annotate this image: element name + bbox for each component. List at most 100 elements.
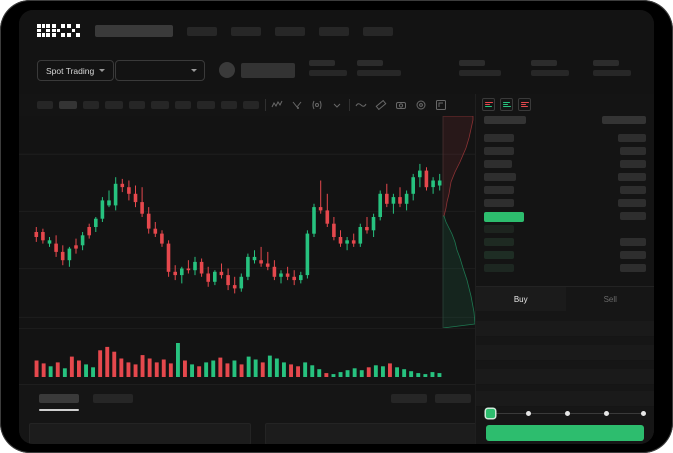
orderbook-row-bid[interactable]	[476, 223, 654, 236]
interval-3[interactable]	[83, 101, 99, 109]
trade-field-price[interactable]	[476, 321, 654, 337]
stat-high	[357, 60, 401, 76]
candlestick-chart[interactable]	[19, 116, 475, 328]
ruler-icon[interactable]	[375, 99, 387, 111]
orderbook-row-ask[interactable]	[476, 145, 654, 158]
pair-select[interactable]	[115, 60, 205, 81]
chevron-down-icon	[99, 69, 106, 72]
volume-chart[interactable]	[19, 328, 475, 385]
orderbook-price-cell	[484, 251, 514, 259]
bottom-tab-positions[interactable]	[93, 394, 133, 403]
buy-sell-tabs: Buy Sell	[476, 287, 654, 311]
trade-field-extra[interactable]	[476, 391, 654, 407]
tab-sell[interactable]: Sell	[603, 294, 617, 304]
interval-10[interactable]	[243, 101, 259, 109]
slider-stop-75[interactable]	[604, 411, 609, 416]
orderbook-row-bid[interactable]	[476, 236, 654, 249]
stat-change	[309, 60, 347, 76]
active-tab-underline	[39, 409, 79, 411]
okx-logo[interactable]	[37, 24, 81, 37]
chevron-down-icon	[191, 69, 197, 72]
interval-4[interactable]	[105, 101, 123, 109]
trade-field-total[interactable]	[476, 369, 654, 385]
logo-glyph-k	[52, 24, 65, 37]
nav-item-2[interactable]	[231, 27, 261, 36]
toolbar-divider	[265, 99, 266, 111]
brackets-icon[interactable]	[311, 99, 323, 111]
orderbook-price-cell	[484, 264, 514, 272]
orderbook-row-last-price[interactable]	[476, 210, 654, 223]
slider-stop-100[interactable]	[641, 411, 646, 416]
slider-stop-50[interactable]	[565, 411, 570, 416]
orderbook-row-ask[interactable]	[476, 184, 654, 197]
search-input[interactable]	[95, 25, 173, 37]
orders-panel	[19, 384, 479, 444]
orderbook-price-cell	[484, 134, 514, 142]
nav-item-1[interactable]	[187, 27, 217, 36]
tab-buy[interactable]: Buy	[476, 287, 566, 311]
wave-indicator-icon[interactable]	[355, 99, 367, 111]
orderbook-amount-cell	[620, 212, 646, 220]
settings-gear-icon[interactable]	[415, 99, 427, 111]
orderbook-mode-both[interactable]	[482, 98, 495, 111]
trade-form: Buy Sell	[476, 286, 654, 444]
submit-order-button[interactable]	[486, 425, 644, 441]
orderbook-amount-cell	[620, 264, 646, 272]
trade-field-amount[interactable]	[476, 345, 654, 361]
bottom-field-left[interactable]	[29, 423, 251, 444]
orderbook-row-bid[interactable]	[476, 249, 654, 262]
orderbook-row-ask[interactable]	[476, 171, 654, 184]
orderbook-row-ask[interactable]	[476, 197, 654, 210]
interval-1[interactable]	[37, 101, 53, 109]
nav-item-4[interactable]	[319, 27, 349, 36]
slider-handle[interactable]	[486, 409, 495, 418]
stat-volume-quote	[593, 60, 631, 76]
orderbook-amount-cell	[620, 160, 646, 168]
top-navigation-bar	[19, 10, 654, 48]
chevron-down-icon[interactable]	[331, 99, 343, 111]
coin-avatar	[219, 62, 235, 78]
stat-volume-base	[531, 60, 569, 76]
interval-2[interactable]	[59, 101, 77, 109]
volume-chart-canvas	[34, 343, 442, 377]
interval-9[interactable]	[221, 101, 237, 109]
logo-glyph-x	[67, 24, 80, 37]
toolbar-divider	[349, 99, 350, 111]
orderbook-mode-asks[interactable]	[518, 98, 531, 111]
orderbook-row-bid[interactable]	[476, 262, 654, 275]
nav-item-5[interactable]	[363, 27, 393, 36]
chart-toolbar	[19, 94, 475, 117]
camera-icon[interactable]	[395, 99, 407, 111]
orderbook-mode-bids[interactable]	[500, 98, 513, 111]
amount-slider[interactable]	[486, 409, 646, 418]
order-book-rows	[476, 132, 654, 275]
order-book-mode-switcher	[482, 98, 531, 111]
fullscreen-icon[interactable]	[435, 99, 447, 111]
interval-7[interactable]	[175, 101, 191, 109]
pair-header-bar: Spot Trading	[19, 48, 654, 95]
bottom-action-2[interactable]	[435, 394, 471, 403]
bottom-action-1[interactable]	[391, 394, 427, 403]
orderbook-amount-cell	[620, 147, 646, 155]
last-price-value	[241, 63, 295, 78]
orderbook-row-ask[interactable]	[476, 158, 654, 171]
spot-trading-dropdown[interactable]: Spot Trading	[37, 60, 115, 81]
bottom-field-right[interactable]	[265, 423, 479, 444]
interval-5[interactable]	[129, 101, 145, 109]
orderbook-price-cell	[484, 186, 514, 194]
candlestick-chart-canvas	[19, 153, 475, 318]
bottom-tab-open-orders[interactable]	[39, 394, 79, 403]
depth-chart-overlay	[442, 116, 475, 328]
stat-low	[459, 60, 501, 76]
cursor-icon[interactable]	[291, 99, 303, 111]
nav-item-3[interactable]	[275, 27, 305, 36]
orderbook-price-cell	[484, 173, 516, 181]
slider-stop-25[interactable]	[526, 411, 531, 416]
interval-8[interactable]	[197, 101, 215, 109]
interval-6[interactable]	[151, 101, 169, 109]
orderbook-amount-cell	[620, 251, 646, 259]
orderbook-amount-cell	[618, 134, 646, 142]
trend-line-icon[interactable]	[271, 99, 283, 111]
orderbook-row-ask[interactable]	[476, 132, 654, 145]
